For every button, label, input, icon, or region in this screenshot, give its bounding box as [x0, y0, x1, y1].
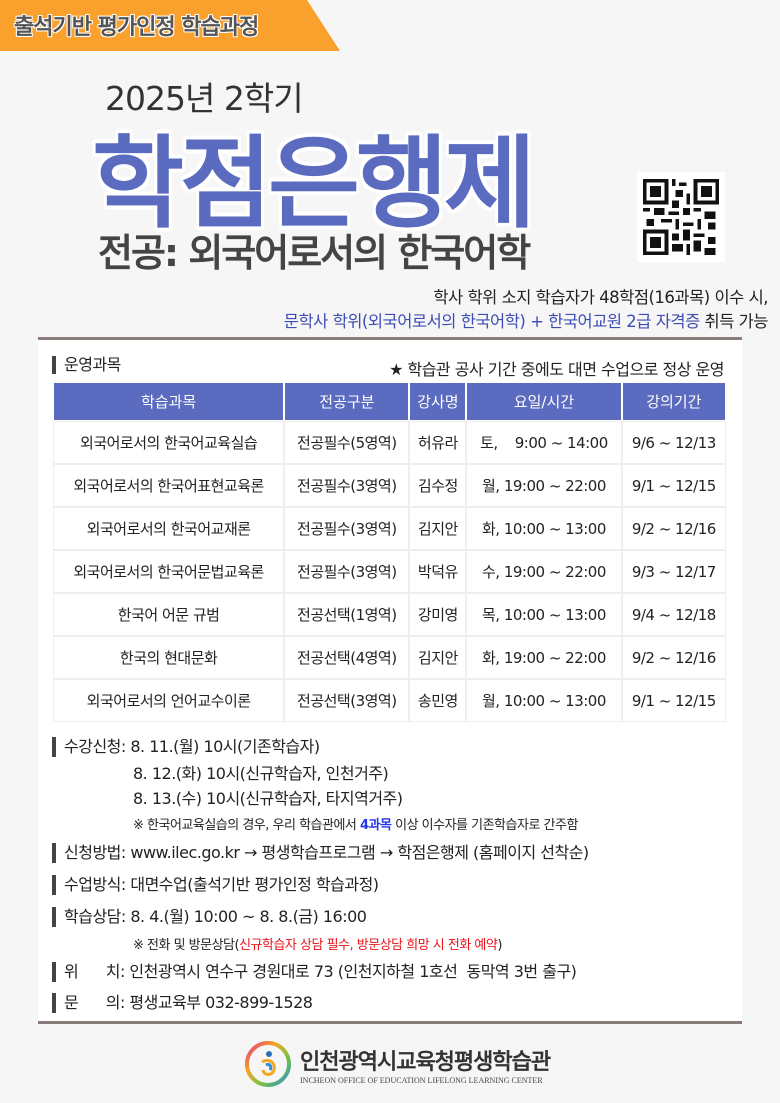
- qr-code[interactable]: [637, 172, 725, 262]
- cell-instructor: 김지안: [410, 637, 465, 678]
- table-row: 외국어로서의 한국어문법교육론 전공필수(3영역) 박덕유 수, 19:00 ~ 22…: [54, 551, 725, 592]
- col-schedule: 요일/시간: [467, 383, 621, 420]
- cell-subject: 외국어로서의 언어교수이론: [54, 680, 283, 721]
- cell-subject: 한국의 현대문화: [54, 637, 283, 678]
- cell-instructor: 김수정: [410, 465, 465, 506]
- cell-period: 9/6 ~ 12/13: [623, 422, 725, 463]
- footer-logo: 인천광역시교육청평생학습관 INCHEON OFFICE OF EDUCATION…: [244, 1040, 551, 1088]
- table-row: 외국어로서의 언어교수이론 전공선택(3영역) 송민영 월, 10:00 ~ 13:0…: [54, 680, 725, 721]
- cell-type: 전공선택(4영역): [285, 637, 408, 678]
- cell-schedule: 화, 10:00 ~ 13:00: [467, 508, 620, 549]
- cell-instructor: 허유라: [410, 422, 465, 463]
- class-format: 수업방식: 대면수업(출석기반 평가인정 학습과정): [52, 875, 379, 895]
- cell-schedule: 토, 9:00 ~ 14:00: [467, 422, 620, 463]
- cell-type: 전공선택(1영역): [285, 594, 408, 635]
- consultation-note: ※ 전화 및 방문상담(신규학습자 상담 필수, 방문상담 희망 시 전화 예약…: [133, 938, 502, 953]
- category-banner: 출석기반 평가인정 학습과정: [0, 0, 340, 51]
- table-row: 외국어로서의 한국어표현교육론 전공필수(3영역) 김수정 월, 19:00 ~ 22…: [54, 465, 725, 506]
- col-period: 강의기간: [622, 383, 725, 420]
- application-method: 신청방법: www.ilec.go.kr → 평생학습프로그램 → 학점은행제 …: [52, 843, 589, 863]
- cell-instructor: 김지안: [410, 508, 465, 549]
- table-row: 외국어로서의 한국어교재론 전공필수(3영역) 김지안 화, 10:00 ~ 13:0…: [54, 508, 725, 549]
- cell-period: 9/1 ~ 12/15: [623, 465, 725, 506]
- cell-type: 전공필수(3영역): [285, 465, 408, 506]
- cell-type: 전공필수(3영역): [285, 508, 408, 549]
- cell-period: 9/1 ~ 12/15: [623, 680, 725, 721]
- cell-period: 9/2 ~ 12/16: [623, 508, 725, 549]
- table-row: 외국어로서의 한국어교육실습 전공필수(5영역) 허유라 토, 9:00 ~ 14:0…: [54, 422, 725, 463]
- cell-schedule: 화, 19:00 ~ 22:00: [467, 637, 620, 678]
- registration-date-3: 8. 13.(수) 10시(신규학습자, 타지역거주): [133, 789, 403, 808]
- registration-date-2: 8. 12.(화) 10시(신규학습자, 인천거주): [133, 764, 389, 783]
- col-type: 전공구분: [285, 383, 409, 420]
- cell-instructor: 송민영: [410, 680, 465, 721]
- major-subtitle: 전공: 외국어로서의 한국어학: [98, 231, 531, 275]
- location: 위 치: 인천광역시 연수구 경원대로 73 (인천지하철 1호선 동막역 3번…: [52, 962, 577, 982]
- col-subject: 학습과목: [54, 383, 284, 420]
- cell-schedule: 월, 19:00 ~ 22:00: [467, 465, 620, 506]
- course-table: 학습과목 전공구분 강사명 요일/시간 강의기간 외국어로서의 한국어교육실습 전…: [52, 381, 727, 723]
- semester: 2025년 2학기: [105, 79, 304, 118]
- cell-period: 9/2 ~ 12/16: [623, 637, 725, 678]
- cell-type: 전공필수(3영역): [285, 551, 408, 592]
- intro-line-1: 학사 학위 소지 학습자가 48학점(16과목) 이수 시,: [433, 288, 768, 307]
- cell-instructor: 박덕유: [410, 551, 465, 592]
- table-row: 한국어 어문 규범 전공선택(1영역) 강미영 목, 10:00 ~ 13:00 9/4…: [54, 594, 725, 635]
- institution-emblem-icon: [245, 1041, 291, 1087]
- intro-line-2: 문학사 학위(외국어로서의 한국어학) + 한국어교원 2급 자격증 취득 가능: [283, 312, 769, 331]
- table-row: 한국의 현대문화 전공선택(4영역) 김지안 화, 19:00 ~ 22:00 9/2 …: [54, 637, 725, 678]
- info-panel: 운영과목 ★ 학습관 공사 기간 중에도 대면 수업으로 정상 운영 학습과목 …: [38, 337, 742, 1024]
- cell-type: 전공필수(5영역): [285, 422, 408, 463]
- cell-subject: 한국어 어문 규범: [54, 594, 283, 635]
- consultation: 학습상담: 8. 4.(월) 10:00 ~ 8. 8.(금) 16:00: [52, 907, 367, 927]
- registration-item: 수강신청: 8. 11.(월) 10시(기존학습자): [52, 737, 320, 757]
- cell-schedule: 수, 19:00 ~ 22:00: [467, 551, 620, 592]
- cell-subject: 외국어로서의 한국어교재론: [54, 508, 283, 549]
- cell-period: 9/4 ~ 12/18: [623, 594, 725, 635]
- cell-schedule: 목, 10:00 ~ 13:00: [467, 594, 620, 635]
- registration-note: ※ 한국어교육실습의 경우, 우리 학습관에서 4과목 이상 이수자를 기존학습…: [133, 818, 578, 833]
- courses-heading: 운영과목: [52, 356, 121, 374]
- cell-type: 전공선택(3영역): [285, 680, 408, 721]
- page-title: 학점은행제: [92, 125, 536, 242]
- contact: 문 의: 평생교육부 032-899-1528: [52, 993, 313, 1013]
- cell-schedule: 월, 10:00 ~ 13:00: [467, 680, 620, 721]
- operation-notice: ★ 학습관 공사 기간 중에도 대면 수업으로 정상 운영: [389, 360, 724, 379]
- cell-period: 9/3 ~ 12/17: [623, 551, 725, 592]
- col-instructor: 강사명: [410, 383, 466, 420]
- cell-subject: 외국어로서의 한국어표현교육론: [54, 465, 283, 506]
- cell-subject: 외국어로서의 한국어문법교육론: [54, 551, 283, 592]
- cell-instructor: 강미영: [410, 594, 465, 635]
- cell-subject: 외국어로서의 한국어교육실습: [54, 422, 283, 463]
